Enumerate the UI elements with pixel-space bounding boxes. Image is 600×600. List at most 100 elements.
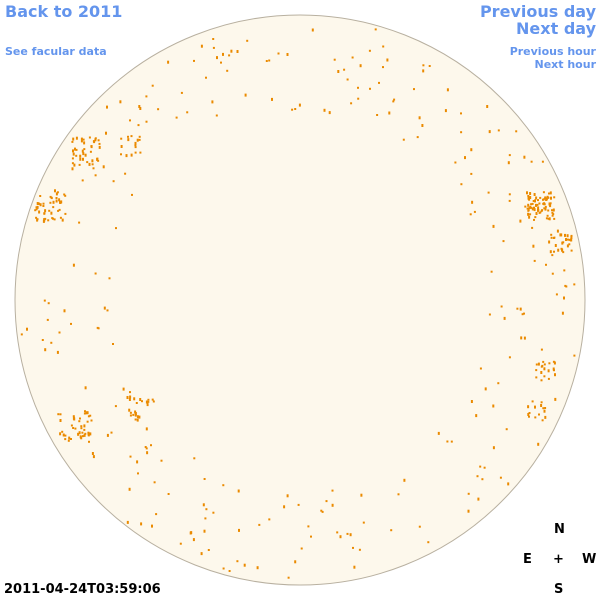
facula: [418, 116, 421, 120]
facula: [139, 151, 142, 154]
facula: [545, 198, 548, 201]
next-day-link[interactable]: Next day: [516, 19, 596, 38]
next-hour-link[interactable]: Next hour: [534, 58, 597, 71]
facula: [79, 154, 82, 158]
facula: [450, 440, 453, 443]
facula: [59, 216, 62, 219]
facula: [549, 204, 552, 208]
facula: [128, 398, 131, 401]
facula: [529, 205, 532, 208]
facula: [115, 227, 117, 230]
facula: [59, 419, 62, 422]
facula: [286, 53, 289, 56]
facula: [298, 103, 301, 107]
facula: [539, 211, 542, 214]
facula: [139, 398, 142, 401]
facula: [537, 442, 540, 446]
facula: [378, 81, 380, 84]
facula: [547, 196, 550, 199]
facula: [543, 363, 546, 366]
facula: [543, 409, 546, 413]
facula: [61, 218, 64, 222]
facula: [134, 412, 137, 415]
facula: [393, 98, 396, 101]
facula: [350, 102, 353, 105]
facula: [138, 135, 141, 138]
facula: [86, 411, 89, 415]
facular-link[interactable]: See facular data: [5, 45, 107, 58]
previous-day-link[interactable]: Previous day: [479, 2, 596, 21]
facula: [476, 475, 479, 478]
facula: [145, 400, 148, 404]
facula: [150, 444, 152, 447]
facula: [129, 455, 132, 458]
facula: [422, 64, 425, 67]
compass-west: W: [582, 552, 597, 567]
facula: [486, 105, 489, 108]
back-link[interactable]: Back to 2011: [5, 2, 123, 21]
facula: [216, 56, 218, 60]
facula: [79, 417, 81, 420]
facula: [147, 400, 150, 403]
facula: [90, 145, 93, 148]
facula: [357, 97, 360, 100]
facula: [57, 209, 60, 212]
facula: [55, 199, 58, 203]
facula: [538, 413, 540, 416]
facula: [138, 138, 141, 141]
facula: [534, 199, 536, 203]
facula: [346, 78, 349, 81]
facula: [71, 157, 74, 160]
facula: [268, 59, 271, 62]
facula: [59, 432, 62, 436]
facula: [139, 107, 142, 110]
facula: [568, 238, 571, 241]
facula: [202, 503, 205, 507]
facula: [446, 440, 449, 443]
facula: [553, 361, 556, 365]
facula: [80, 139, 83, 143]
facula: [542, 198, 544, 201]
facula: [539, 196, 542, 199]
facula: [236, 50, 239, 53]
facula: [86, 420, 89, 423]
previous-hour-link[interactable]: Previous hour: [509, 45, 596, 58]
facula: [358, 548, 361, 551]
facula: [532, 244, 535, 248]
facula: [72, 137, 75, 141]
facula: [125, 154, 128, 158]
facula: [145, 447, 148, 450]
facula: [79, 157, 82, 161]
facula: [534, 216, 537, 219]
facula: [141, 400, 143, 403]
facula: [530, 203, 533, 206]
facula: [343, 68, 346, 71]
facula: [529, 196, 532, 199]
facula: [337, 70, 340, 73]
facula: [535, 212, 538, 215]
facula: [94, 174, 97, 177]
facula: [346, 532, 349, 535]
facula: [549, 202, 552, 205]
facula: [390, 529, 393, 532]
facula: [153, 481, 156, 484]
facula: [190, 531, 193, 535]
facula: [83, 412, 86, 415]
facula: [43, 299, 46, 302]
facula: [527, 195, 530, 197]
facula: [82, 435, 84, 438]
facula: [55, 192, 58, 196]
facula: [550, 196, 552, 200]
facula: [84, 153, 87, 157]
facula: [470, 148, 473, 152]
facula: [75, 154, 78, 157]
facula: [549, 191, 552, 195]
facula: [551, 214, 554, 217]
facula: [212, 511, 215, 514]
facula: [80, 427, 83, 430]
facula: [52, 200, 55, 204]
facula: [428, 65, 431, 67]
facula: [531, 400, 534, 403]
facula: [333, 58, 336, 61]
facula: [471, 200, 474, 204]
